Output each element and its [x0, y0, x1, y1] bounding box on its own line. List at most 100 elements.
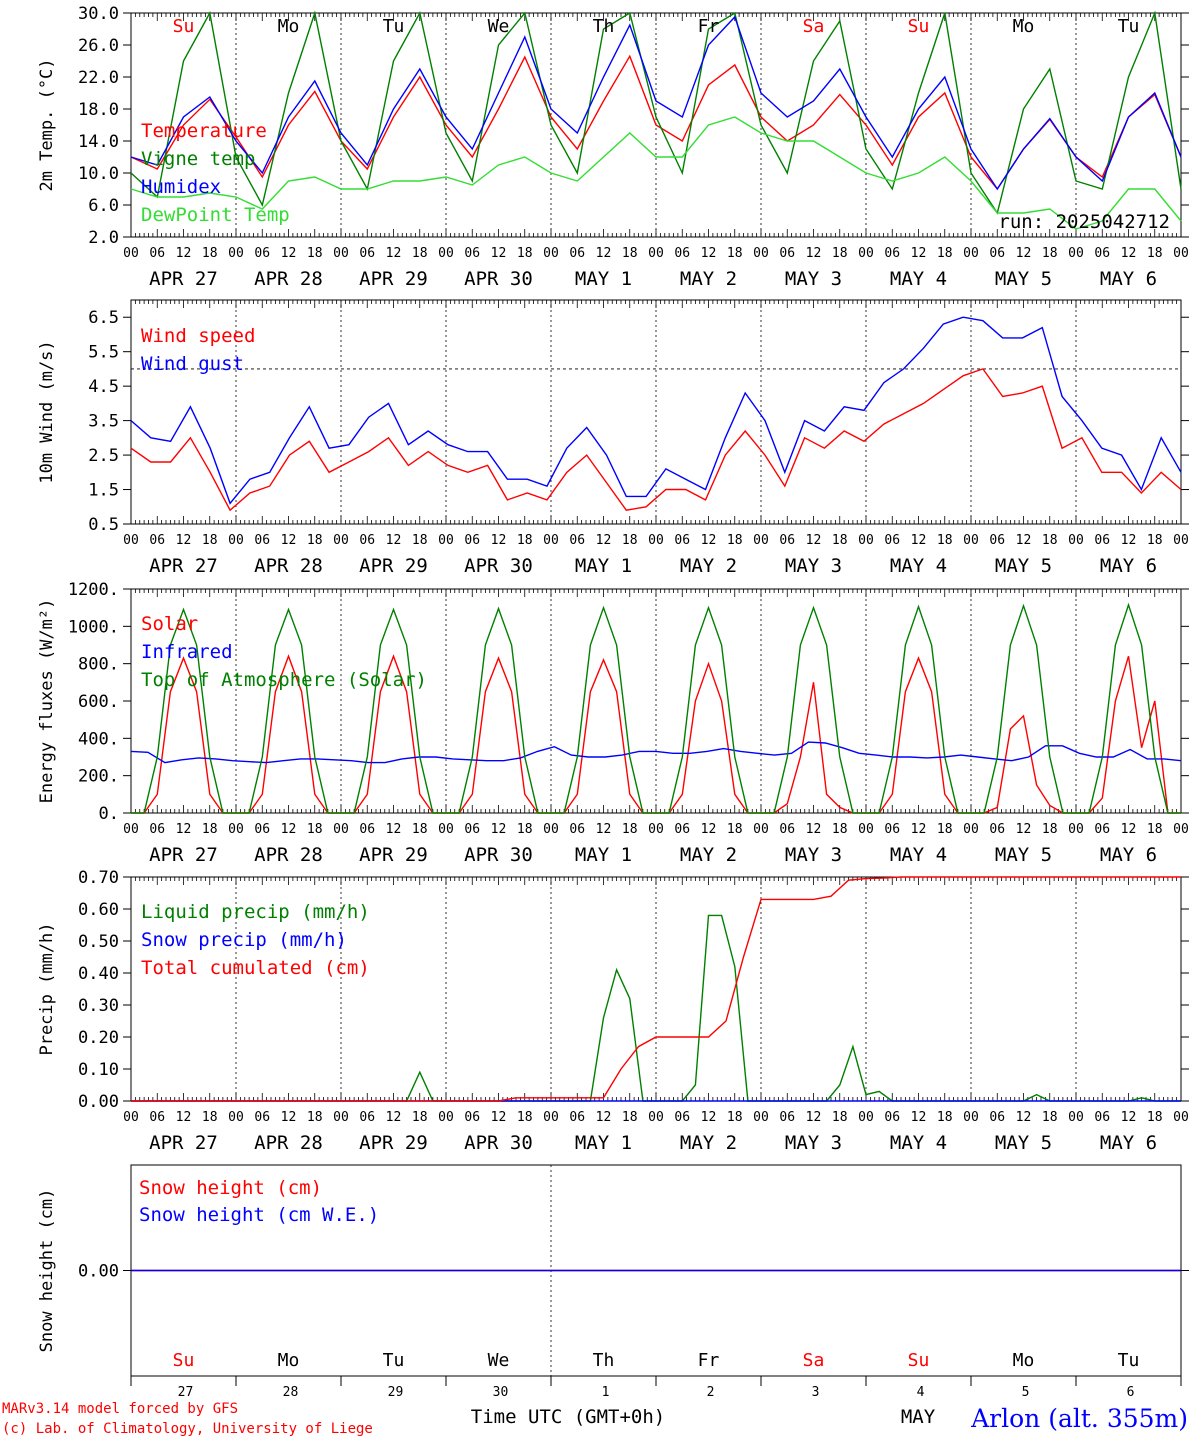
- date-label: MAY 3: [785, 1132, 842, 1154]
- date-label: APR 29: [359, 844, 428, 866]
- hour-label: 12: [1121, 822, 1137, 837]
- date-label: APR 30: [464, 555, 533, 577]
- hour-label: 18: [1147, 1110, 1163, 1125]
- hour-label: 18: [517, 246, 533, 261]
- day-number-label: 3: [812, 1385, 820, 1400]
- hour-label: 18: [622, 246, 638, 261]
- hour-label: 00: [228, 1110, 244, 1125]
- hour-label: 06: [149, 1110, 165, 1125]
- day-of-week-label: Fr: [698, 16, 720, 37]
- y-tick-label: 26.0: [78, 36, 119, 56]
- date-label: MAY 5: [995, 844, 1052, 866]
- hour-label: 06: [674, 1110, 690, 1125]
- hour-label: 00: [858, 533, 874, 548]
- hour-label: 18: [517, 1110, 533, 1125]
- date-label: MAY 5: [995, 555, 1052, 577]
- temp-ylabel: 2m Temp. (°C): [37, 58, 57, 191]
- hour-label: 06: [464, 822, 480, 837]
- date-label: APR 28: [254, 1132, 323, 1154]
- hour-label: 06: [149, 533, 165, 548]
- hour-label: 06: [149, 822, 165, 837]
- hour-label: 12: [806, 1110, 822, 1125]
- hour-label: 00: [963, 533, 979, 548]
- day-number-label: 30: [493, 1385, 509, 1400]
- hour-label: 06: [779, 1110, 795, 1125]
- hour-label: 12: [386, 822, 402, 837]
- hour-label: 00: [753, 246, 769, 261]
- hour-label: 06: [989, 822, 1005, 837]
- y-tick-label: 0.70: [78, 868, 119, 888]
- hour-label: 18: [1147, 246, 1163, 261]
- legend-entry: Snow precip (mm/h): [141, 929, 347, 951]
- hour-label: 06: [359, 533, 375, 548]
- y-tick-label: 2.0: [88, 228, 119, 248]
- date-label: MAY 1: [575, 1132, 632, 1154]
- hour-label: 06: [464, 246, 480, 261]
- y-tick-label: 0.50: [78, 932, 119, 952]
- day-of-week-label: Su: [908, 1350, 930, 1371]
- hour-label: 00: [333, 1110, 349, 1125]
- hour-label: 06: [674, 246, 690, 261]
- hour-label: 06: [884, 533, 900, 548]
- hour-label: 06: [359, 822, 375, 837]
- hour-label: 06: [464, 533, 480, 548]
- day-of-week-label: Th: [593, 1350, 615, 1371]
- y-tick-label: 200.: [78, 767, 119, 787]
- y-tick-label: 30.0: [78, 4, 119, 24]
- hour-label: 18: [1042, 246, 1058, 261]
- day-of-week-label: Mo: [1013, 1350, 1035, 1371]
- y-tick-label: 1200.: [68, 580, 119, 600]
- y-tick-label: 800.: [78, 655, 119, 675]
- day-of-week-label: Th: [593, 16, 615, 37]
- date-label: APR 30: [464, 1132, 533, 1154]
- hour-label: 12: [176, 533, 192, 548]
- hour-label: 06: [254, 1110, 270, 1125]
- hour-label: 00: [123, 822, 139, 837]
- wind-ylabel: 10m Wind (m/s): [37, 340, 57, 483]
- hour-label: 12: [1016, 533, 1032, 548]
- hour-label: 00: [858, 1110, 874, 1125]
- series-line-vigne-temp: [130, 10, 1182, 215]
- model-credit: MARv3.14 model forced by GFS: [2, 1401, 238, 1417]
- day-number-label: 5: [1022, 1385, 1030, 1400]
- day-of-week-label: We: [488, 16, 510, 37]
- series-line-wind-gust: [130, 316, 1182, 505]
- hour-label: 12: [596, 822, 612, 837]
- day-of-week-label: Tu: [1118, 1350, 1140, 1371]
- date-label: MAY 3: [785, 268, 842, 290]
- date-label: APR 28: [254, 268, 323, 290]
- day-of-week-label: Tu: [383, 16, 405, 37]
- hour-label: 06: [989, 533, 1005, 548]
- date-label: MAY 4: [890, 844, 947, 866]
- hour-label: 18: [412, 822, 428, 837]
- series-line-total-cumulated-cm-: [131, 876, 1181, 1102]
- y-tick-label: 0.10: [78, 1060, 119, 1080]
- legend-entry: Infrared: [141, 641, 233, 663]
- y-tick-label: 14.0: [78, 132, 119, 152]
- hour-label: 12: [176, 1110, 192, 1125]
- legend-entry: Top of Atmosphere (Solar): [141, 669, 427, 691]
- hour-label: 06: [884, 822, 900, 837]
- hour-label: 18: [727, 822, 743, 837]
- hour-label: 12: [386, 246, 402, 261]
- hour-label: 12: [596, 1110, 612, 1125]
- hour-label: 12: [911, 822, 927, 837]
- legend-entry: Solar: [141, 613, 198, 635]
- hour-label: 12: [281, 822, 297, 837]
- day-of-week-label: Sa: [803, 16, 825, 37]
- hour-label: 00: [1068, 822, 1084, 837]
- hour-label: 18: [832, 246, 848, 261]
- hour-label: 06: [779, 246, 795, 261]
- day-number-label: 28: [283, 1385, 299, 1400]
- hour-label: 12: [281, 246, 297, 261]
- hour-label: 12: [701, 822, 717, 837]
- series-line-humidex: [130, 15, 1182, 191]
- hour-label: 18: [622, 822, 638, 837]
- date-label: MAY 6: [1100, 555, 1157, 577]
- y-tick-label: 0.00: [78, 1262, 119, 1282]
- date-label: MAY 5: [995, 268, 1052, 290]
- y-tick-label: 18.0: [78, 100, 119, 120]
- hour-label: 00: [1068, 1110, 1084, 1125]
- date-label: APR 27: [149, 268, 218, 290]
- hour-label: 00: [333, 822, 349, 837]
